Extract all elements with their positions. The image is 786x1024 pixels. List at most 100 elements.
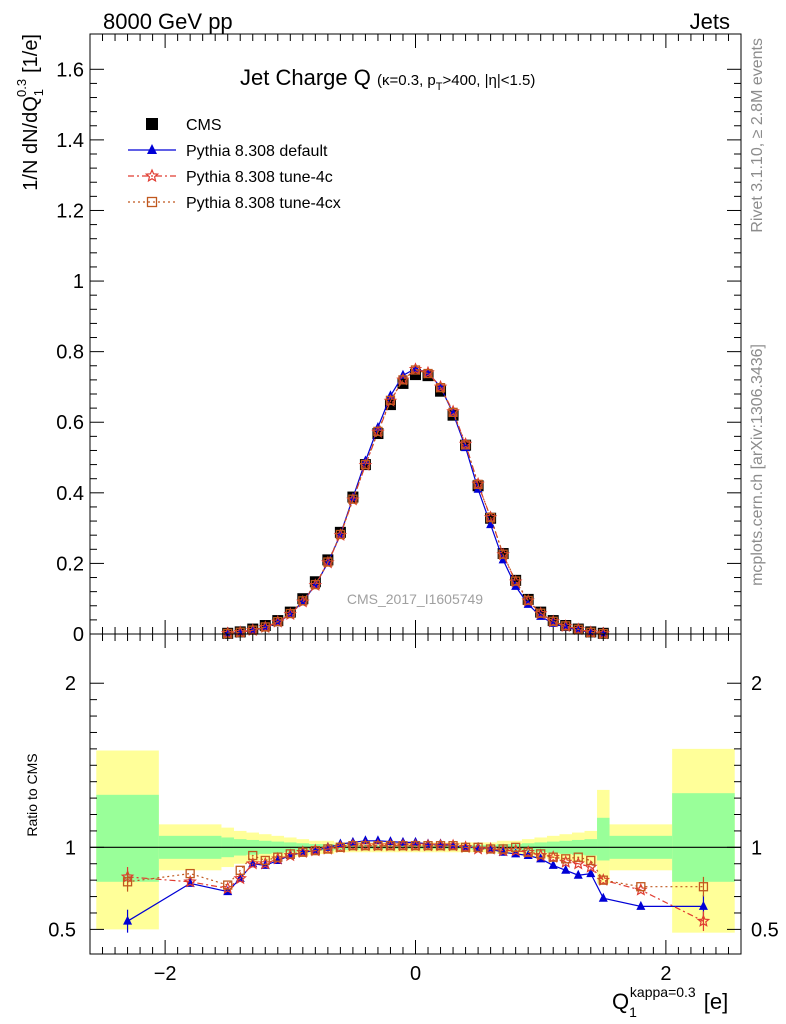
main-series-point	[285, 608, 295, 619]
ratio-series-point	[584, 859, 598, 873]
main-series-point	[561, 621, 571, 631]
x-axis-label: Q1kappa=0.3 [e]	[612, 984, 728, 1020]
ratio-series-point	[235, 865, 245, 875]
ratio-series-point	[473, 842, 483, 852]
main-series-point	[511, 576, 521, 586]
ratio-series-point	[548, 859, 558, 869]
ratio-series-point	[696, 914, 711, 927]
ratio-series-point	[183, 874, 197, 888]
main-series-point	[573, 624, 583, 634]
main-series-point	[398, 375, 408, 385]
ratio-series-point	[561, 854, 571, 864]
main-series-point	[460, 440, 471, 450]
ratio-y-axis-label: Ratio to CMS	[24, 753, 40, 836]
ratio-series-point	[285, 849, 295, 859]
ratio-series-point	[523, 847, 533, 857]
ratio-y-tick-label: 1	[65, 837, 76, 859]
ratio-series-point	[223, 880, 233, 890]
ratio-series-point	[323, 844, 333, 854]
ratio-series-point	[273, 852, 283, 862]
ratio-series-point	[122, 877, 133, 887]
main-y-axis-label: 1/N dN/dQ10.3[1/e]	[14, 34, 46, 191]
main-series-point	[486, 519, 496, 529]
ratio-series-point	[398, 841, 408, 851]
main-y-tick-label: 0.8	[56, 342, 84, 364]
ratio-y-tick-label: 2	[65, 673, 76, 695]
ratio-series-point	[185, 868, 195, 879]
main-series-point	[423, 368, 433, 379]
main-series-point	[435, 382, 446, 393]
header-right: Jets	[690, 9, 730, 34]
ratio-series-point	[573, 869, 583, 879]
legend-entry: Pythia 8.308 tune-4c	[186, 169, 333, 186]
ratio-series-point	[485, 844, 496, 854]
main-y-tick-label: 1	[73, 271, 84, 293]
chart-title: Jet Charge Q (κ=0.3, pT>400, |η|<1.5)	[240, 65, 535, 93]
side-text-bottom: mcplots.cern.ch [arXiv:1306.3436]	[749, 344, 766, 586]
ratio-uncertainty-band	[672, 793, 735, 882]
ratio-panel: 0.5 0.5 1 1 2 2 −2 0 2 Ratio to CMS Q1kappa=0.3[…	[24, 633, 779, 1020]
ratio-series-point	[571, 856, 585, 870]
main-series-point	[310, 579, 320, 590]
main-series-point	[348, 494, 358, 504]
main-series-point	[348, 492, 358, 502]
ratio-y-tick-label-right: 2	[751, 673, 762, 695]
ratio-series-point	[636, 882, 646, 892]
ratio-series-point	[448, 841, 458, 851]
main-series-point	[260, 622, 270, 632]
main-series-point	[485, 512, 496, 523]
ratio-series-point	[698, 900, 708, 910]
ratio-series-point	[248, 850, 258, 861]
main-series-point	[410, 365, 421, 375]
ratio-series-point	[561, 864, 571, 874]
legend: CMS Pythia 8.308 default Pythia 8.308 tune…	[128, 117, 341, 212]
main-series-line	[227, 369, 604, 635]
ratio-series-point	[260, 855, 270, 866]
main-series-point	[523, 595, 533, 606]
main-series-point	[536, 608, 546, 618]
main-panel: 0 0.2 0.4 0.6 0.8 1 1.2 1.4 1.6 Jet Charge Q (κ=…	[14, 33, 742, 646]
ratio-series-open-square	[122, 841, 709, 897]
main-y-tick-label: 0.2	[56, 553, 84, 575]
ratio-series-point	[385, 841, 396, 851]
main-series-point	[498, 549, 508, 559]
ratio-panel-frame	[89, 633, 742, 955]
main-series-point	[360, 459, 371, 470]
ratio-series-point	[536, 849, 546, 859]
ratio-series-point	[298, 847, 308, 857]
main-series-point	[385, 395, 396, 406]
ratio-y-tick-label: 0.5	[48, 919, 76, 941]
ratio-series-point	[636, 900, 646, 910]
legend-marker	[144, 168, 160, 183]
ratio-series-point	[246, 856, 260, 870]
ratio-series-point	[410, 841, 421, 851]
ratio-y-tick-label-right: 1	[751, 837, 762, 859]
ratio-series-point	[573, 852, 583, 862]
ratio-series-point	[498, 844, 508, 854]
ratio-series-point	[511, 842, 521, 852]
ratio-series-point	[233, 871, 247, 885]
main-series-point	[273, 616, 283, 627]
ratio-y-tick-label-right: 0.5	[751, 919, 779, 941]
ratio-series-point	[423, 841, 433, 851]
side-text-top: Rivet 3.1.10, ≥ 2.8M events	[749, 38, 766, 233]
ratio-series-point	[586, 868, 596, 878]
main-y-tick-label: 0.4	[56, 483, 84, 505]
ratio-series-point	[335, 842, 346, 852]
ratio-series-point	[586, 855, 596, 866]
main-series-point	[335, 529, 346, 540]
main-series-point	[448, 407, 458, 418]
main-series-point	[323, 557, 333, 567]
ratio-series-point	[435, 841, 446, 851]
legend-marker	[146, 118, 158, 130]
ratio-series-point	[598, 892, 608, 902]
main-series-point	[473, 479, 483, 490]
ratio-series-line	[127, 845, 704, 888]
main-y-tick-label: 1.2	[56, 200, 84, 222]
main-series-point	[548, 616, 558, 626]
ratio-series-point	[123, 915, 133, 925]
main-y-tick-label: 0.6	[56, 412, 84, 434]
ratio-series-point	[598, 875, 608, 885]
legend-entry: CMS	[186, 117, 222, 134]
